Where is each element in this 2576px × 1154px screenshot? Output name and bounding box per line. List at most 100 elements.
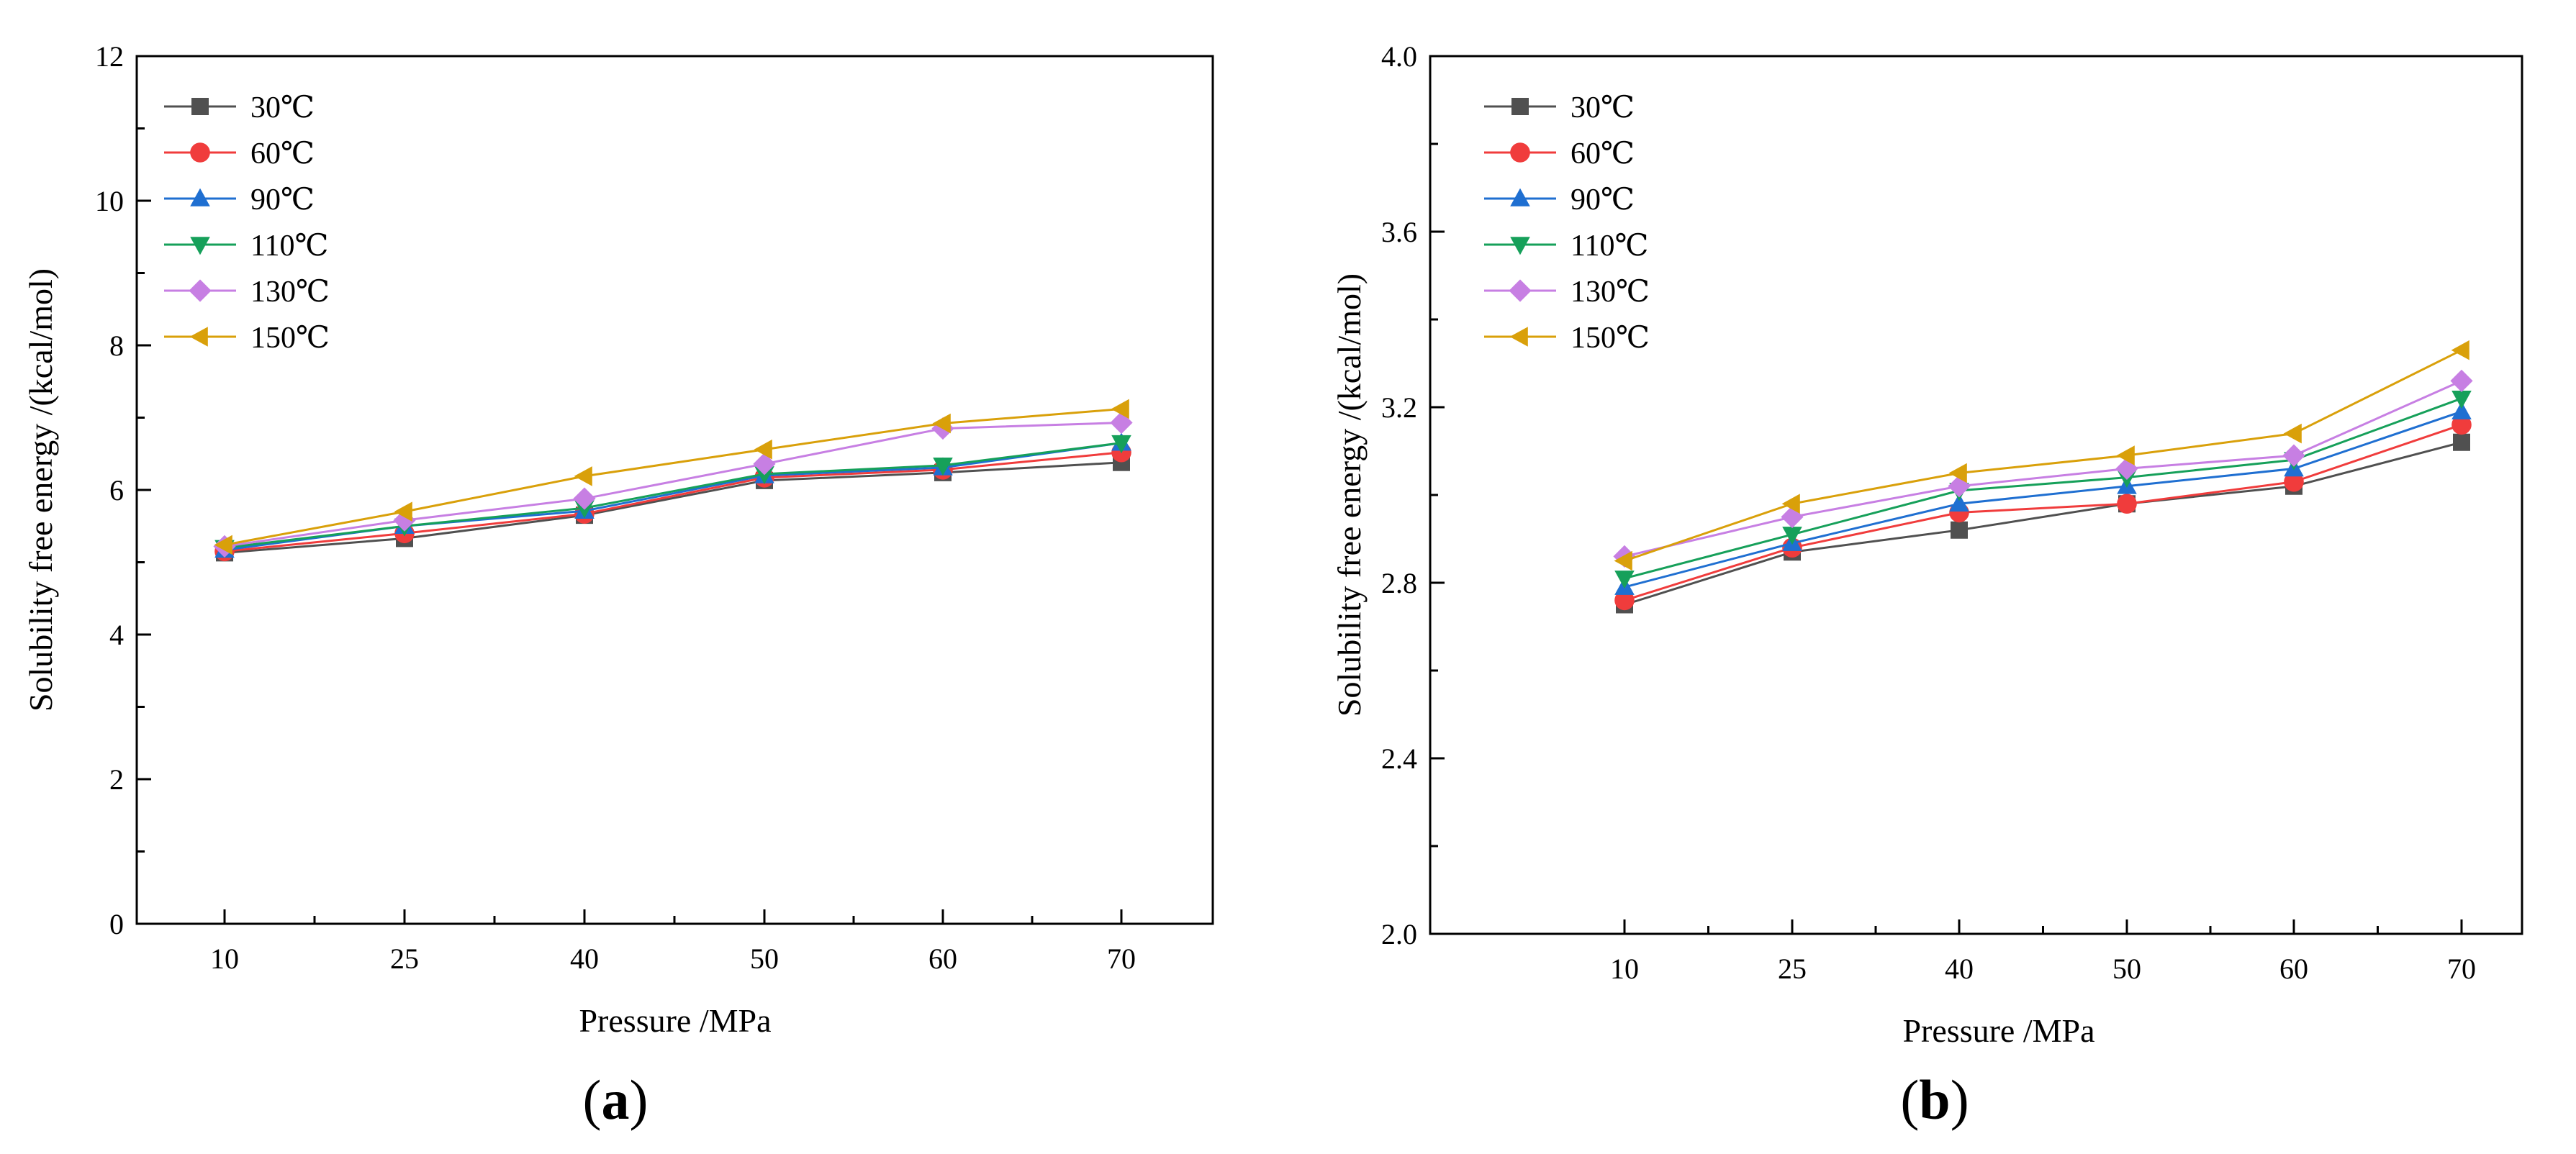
panel-b-data-point [1951,521,1968,539]
panel-a-legend-label: 90℃ [250,183,315,217]
panel-b-y-tick-label: 3.6 [1381,216,1417,248]
panel-b-legend-marker [1510,188,1530,206]
panel-b-legend: 30℃ 60℃ 90℃ 110℃ 130℃ 150℃ [1484,91,1650,355]
panel-b-legend-marker [1510,142,1530,163]
panel-b-data-point [1614,590,1635,611]
panel-a-series-line [224,442,1122,549]
panel-b-y-axis-title: Solubility free energy /(kcal/mol) [1331,273,1368,717]
panel-a-y-tick-label: 4 [109,619,124,651]
panel-a-caption-letter: a [602,1068,630,1131]
panel-b-x-tick-label: 60 [2279,953,2308,985]
panel-a-chart: 0 2 4 6 8 10 12 10 25 40 50 60 70 Pressure /MPa Solubi… [22,40,1214,1039]
panel-b-data-point [2284,471,2304,492]
panel-b-legend-marker [1509,327,1528,347]
panel-a-data-point [1111,399,1129,419]
panel-a-data-point [1111,435,1131,454]
panel-b-data-point [2116,445,2135,465]
panel-a-legend-marker [190,237,210,255]
panel-a-legend-marker [189,327,208,347]
panel-a-data-point [573,487,596,510]
panel-b-x-tick-label: 10 [1610,953,1639,985]
panel-a-series-4 [213,411,1133,558]
panel-b-series-line [1624,410,2462,589]
panel-b-data-point [2451,401,2472,419]
panel-b-data-point [1948,463,1967,483]
panel-a-x-tick-label: 60 [928,942,957,975]
panel-b-data-point [2451,391,2472,409]
panel-a-legend: 30℃ 60℃ 90℃ 110℃ 130℃ 150℃ [164,91,330,355]
panel-b-series-3 [1614,391,2472,589]
panel-b-data-point [2451,340,2469,360]
panel-a-series-line [224,451,1122,553]
panel-b-data-point [2450,369,2473,392]
panel-b-data-point [1614,550,1632,571]
panel-a-legend-marker [189,279,212,302]
panel-a-data-point [754,439,772,460]
panel-b-data-point [1781,494,1800,514]
panel-b-legend-label: 110℃ [1571,230,1648,263]
panel-b-series-line [1624,380,2462,558]
panel-b-y-tick-label: 2.0 [1381,918,1417,950]
panel-a-data-point [1110,411,1133,435]
panel-b-caption: (b) [1900,1068,1969,1131]
panel-b-legend-label: 150℃ [1571,322,1650,355]
panel-b-y-tick-label: 3.2 [1381,391,1417,424]
panel-b-legend-label: 130℃ [1571,276,1650,309]
panel-b-x-tick-label: 70 [2447,953,2476,985]
panel-a-series-line [224,407,1122,546]
panel-b-legend-marker [1511,98,1529,115]
panel-a-series-line [224,461,1122,554]
panel-a-y-tick-label: 2 [109,763,124,796]
panel-a-y-tick-label: 6 [109,474,124,506]
panel-a-legend-marker [191,98,209,115]
panel-a-y-tick-label: 8 [109,330,124,362]
panel-a-data-point [932,413,951,434]
panel-b-x-axis-title: Pressure /MPa [1902,1012,2094,1049]
panel-a-series-line [224,422,1122,548]
panel-a-data-point [393,509,416,532]
panel-b-series-line [1624,423,2462,601]
panel-a-series-0 [216,453,1130,562]
panel-a-data-point [214,535,232,555]
panel-b-data-point [2282,444,2305,467]
panel-b-chart: 2.0 2.4 2.8 3.2 3.6 4.0 10 25 40 50 60 70 Pressure /… [1331,40,2523,1049]
panel-a-legend-label: 150℃ [250,322,330,355]
panel-b-caption-letter: b [1919,1068,1950,1131]
panel-b-series-2 [1614,401,2472,595]
panel-a-data-point [933,458,953,476]
panel-b-x-tick-label: 40 [1945,953,1974,985]
panel-b-legend-label: 60℃ [1571,137,1635,171]
panel-b-legend-label: 90℃ [1571,183,1635,217]
panel-b-data-point [1614,571,1635,589]
panel-a-data-point [394,501,412,522]
panel-a-x-tick-label: 40 [570,942,599,975]
panel-a-y-tick-label: 12 [95,40,124,73]
panel-b-series-4 [1613,369,2473,568]
panel-b-data-point [2115,457,2138,480]
panel-b-legend-label: 30℃ [1571,91,1635,124]
panel-b-data-point [1949,493,1969,512]
panel-a-series-5 [214,399,1129,555]
panel-a-x-tick-label: 70 [1107,942,1136,975]
panel-a-y-axis-title: Solubility free energy /(kcal/mol) [22,268,59,712]
panel-a-data-point [754,466,774,485]
panel-b-y-tick-label: 2.4 [1381,742,1417,775]
panel-a-legend-marker [190,188,210,206]
panel-a-legend-label: 110℃ [250,230,328,263]
panel-a-x-tick-label: 25 [390,942,419,975]
panel-b-y-tick-label: 4.0 [1381,40,1417,73]
panel-a-caption: (a) [583,1068,648,1131]
panel-b-data-point [2117,494,2137,514]
panel-a-x-tick-label: 50 [750,942,779,975]
panel-a-legend-label: 30℃ [250,91,315,124]
panel-b-legend-marker [1510,237,1530,255]
panel-a-y-tick-label: 10 [95,185,124,217]
panel-b-data-point [1782,527,1802,545]
panel-b-series-1 [1614,414,2472,611]
panel-b-x-tick-label: 50 [2112,953,2141,985]
panel-a-x-axis-title: Pressure /MPa [579,1002,771,1039]
panel-a-x-tick-label: 10 [210,942,239,975]
panel-a-y-tick-label: 0 [109,908,124,940]
panel-b-data-point [2451,414,2472,435]
